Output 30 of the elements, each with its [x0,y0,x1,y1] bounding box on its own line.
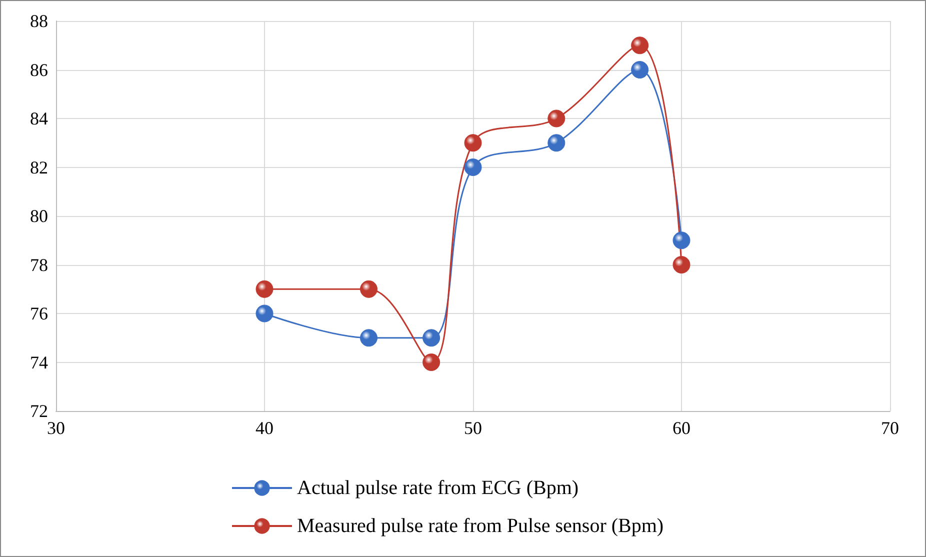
y-tick-label: 84 [30,108,48,128]
x-tick-label: 70 [881,418,899,438]
legend-label: Actual pulse rate from ECG (Bpm) [297,477,579,499]
y-tick-label: 78 [30,254,48,275]
point [631,61,649,78]
point [672,232,690,250]
point [360,329,378,347]
y-tick-label: 88 [30,11,48,31]
y-tick-label: 82 [30,157,48,178]
x-tick-label: 30 [47,418,65,438]
y-tick-label: 86 [30,60,48,80]
point [631,36,649,54]
point [672,256,690,274]
y-tick-label: 72 [30,401,48,421]
y-tick-label: 76 [30,304,48,324]
point [548,110,566,128]
point [256,304,274,322]
point [464,134,482,152]
y-tick-label: 80 [30,206,48,226]
x-tick-label: 60 [672,418,690,438]
x-tick-label: 50 [464,418,482,438]
point [360,280,378,298]
legend-label: Measured pulse rate from Pulse sensor (Bpm) [297,515,664,537]
point [422,354,440,371]
point [422,329,440,347]
point [256,280,274,298]
point [464,158,482,176]
x-tick-label: 40 [256,418,274,438]
y-tick-label: 74 [30,352,48,372]
point [548,134,566,152]
